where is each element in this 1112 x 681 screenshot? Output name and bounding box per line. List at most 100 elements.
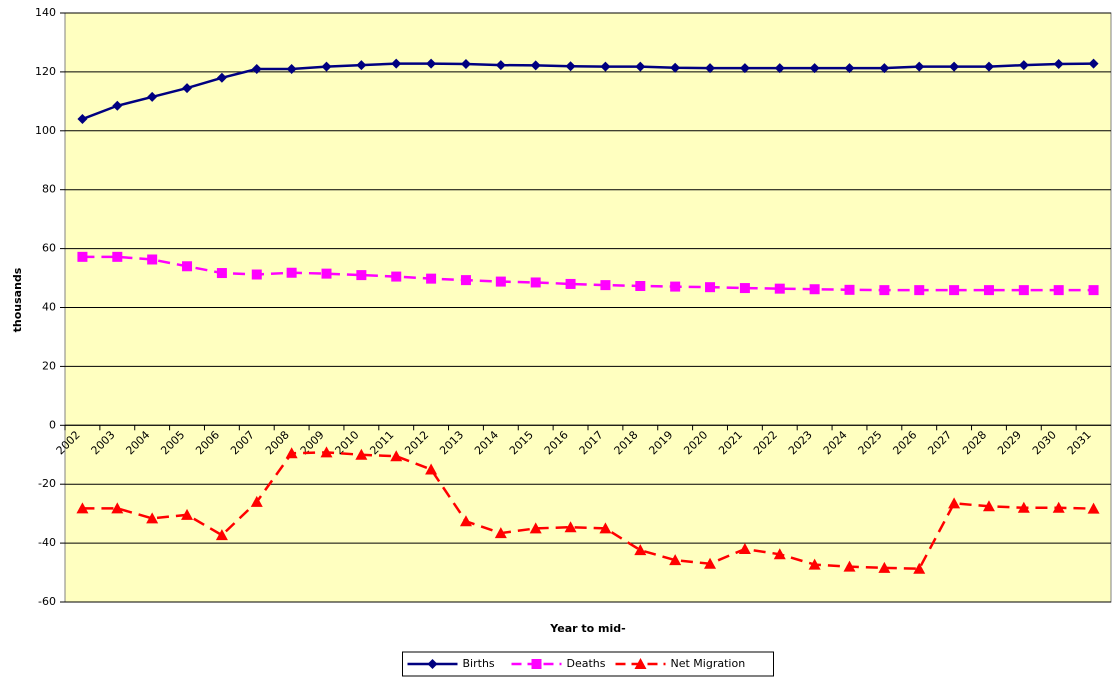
marker (774, 283, 785, 294)
marker (426, 273, 437, 284)
marker (635, 281, 646, 292)
marker (774, 63, 785, 74)
marker (530, 60, 541, 71)
marker (1018, 60, 1029, 71)
marker (391, 58, 402, 69)
marker (320, 446, 333, 458)
y-tick-label: 80 (42, 183, 56, 196)
marker (250, 495, 263, 507)
marker (391, 271, 402, 282)
marker (146, 512, 159, 524)
marker (321, 61, 332, 72)
marker (948, 497, 961, 509)
marker (913, 562, 926, 574)
marker (77, 251, 88, 262)
y-tick-label: 100 (35, 124, 56, 137)
marker (949, 61, 960, 72)
marker (1053, 285, 1064, 296)
marker (216, 72, 227, 83)
marker (286, 63, 297, 74)
marker (878, 561, 891, 573)
marker (1053, 58, 1064, 69)
marker (390, 450, 403, 462)
marker (1018, 285, 1029, 296)
marker (1087, 502, 1100, 514)
marker (426, 58, 437, 69)
marker (670, 281, 681, 292)
marker (111, 502, 124, 514)
marker (773, 548, 786, 560)
marker (634, 544, 647, 556)
y-tick-label: -40 (38, 536, 56, 549)
marker (809, 284, 820, 295)
marker (495, 276, 506, 287)
marker (216, 268, 227, 279)
marker (914, 285, 925, 296)
marker (76, 502, 89, 514)
marker (147, 254, 158, 265)
y-tick-label: 120 (35, 65, 56, 78)
y-tick-label: 60 (42, 242, 56, 255)
y-axis-label: thousands (11, 267, 24, 332)
marker (669, 554, 682, 566)
marker (739, 283, 750, 294)
marker (215, 529, 228, 541)
marker (355, 448, 368, 460)
marker (983, 61, 994, 72)
legend-label: Births (463, 657, 495, 670)
marker (739, 63, 750, 74)
legend: Births Deaths Net Migration (402, 651, 774, 677)
y-tick-label: 0 (49, 418, 56, 431)
series-line (82, 255, 1094, 292)
marker (879, 63, 890, 74)
marker (844, 284, 855, 295)
marker (635, 61, 646, 72)
marker (112, 251, 123, 262)
legend-label: Deaths (567, 657, 606, 670)
marker (565, 278, 576, 289)
y-tick-label: 140 (35, 6, 56, 19)
marker (843, 560, 856, 572)
x-axis-label: Year to mid- (549, 622, 625, 635)
marker (495, 60, 506, 71)
marker (564, 521, 577, 533)
marker (1017, 501, 1030, 513)
marker (112, 100, 123, 111)
marker (600, 61, 611, 72)
y-tick-label: -20 (38, 477, 56, 490)
marker (530, 277, 541, 288)
marker (147, 91, 158, 102)
marker (1052, 501, 1065, 513)
y-tick-label: -60 (38, 595, 56, 608)
marker (427, 659, 438, 669)
marker (285, 447, 298, 459)
series-line (82, 451, 1094, 570)
marker (670, 62, 681, 73)
y-tick-label: 20 (42, 359, 56, 372)
marker (251, 269, 262, 280)
marker (844, 63, 855, 74)
marker (356, 270, 367, 281)
marker (425, 463, 438, 475)
marker (182, 261, 193, 272)
marker (809, 63, 820, 74)
marker (705, 63, 716, 74)
marker (1088, 58, 1099, 69)
series-line (81, 62, 1094, 121)
y-tick-label: 40 (42, 301, 56, 314)
marker (879, 285, 890, 296)
marker (565, 61, 576, 72)
marker (949, 285, 960, 296)
marker (983, 285, 994, 296)
legend-box (402, 651, 774, 677)
marker (251, 63, 262, 74)
marker (77, 114, 88, 125)
marker (738, 542, 751, 554)
marker (704, 557, 717, 569)
marker (182, 83, 193, 94)
marker (600, 280, 611, 291)
marker (599, 522, 612, 534)
marker (529, 522, 542, 534)
legend-label: Net Migration (671, 657, 746, 670)
